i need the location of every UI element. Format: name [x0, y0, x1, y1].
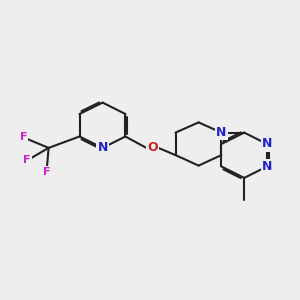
- Text: N: N: [98, 141, 108, 154]
- Text: N: N: [262, 137, 272, 151]
- Text: O: O: [147, 141, 158, 154]
- Text: F: F: [43, 167, 50, 178]
- Text: F: F: [20, 132, 27, 142]
- Text: N: N: [216, 126, 226, 139]
- Text: N: N: [262, 160, 272, 173]
- Text: F: F: [23, 155, 31, 166]
